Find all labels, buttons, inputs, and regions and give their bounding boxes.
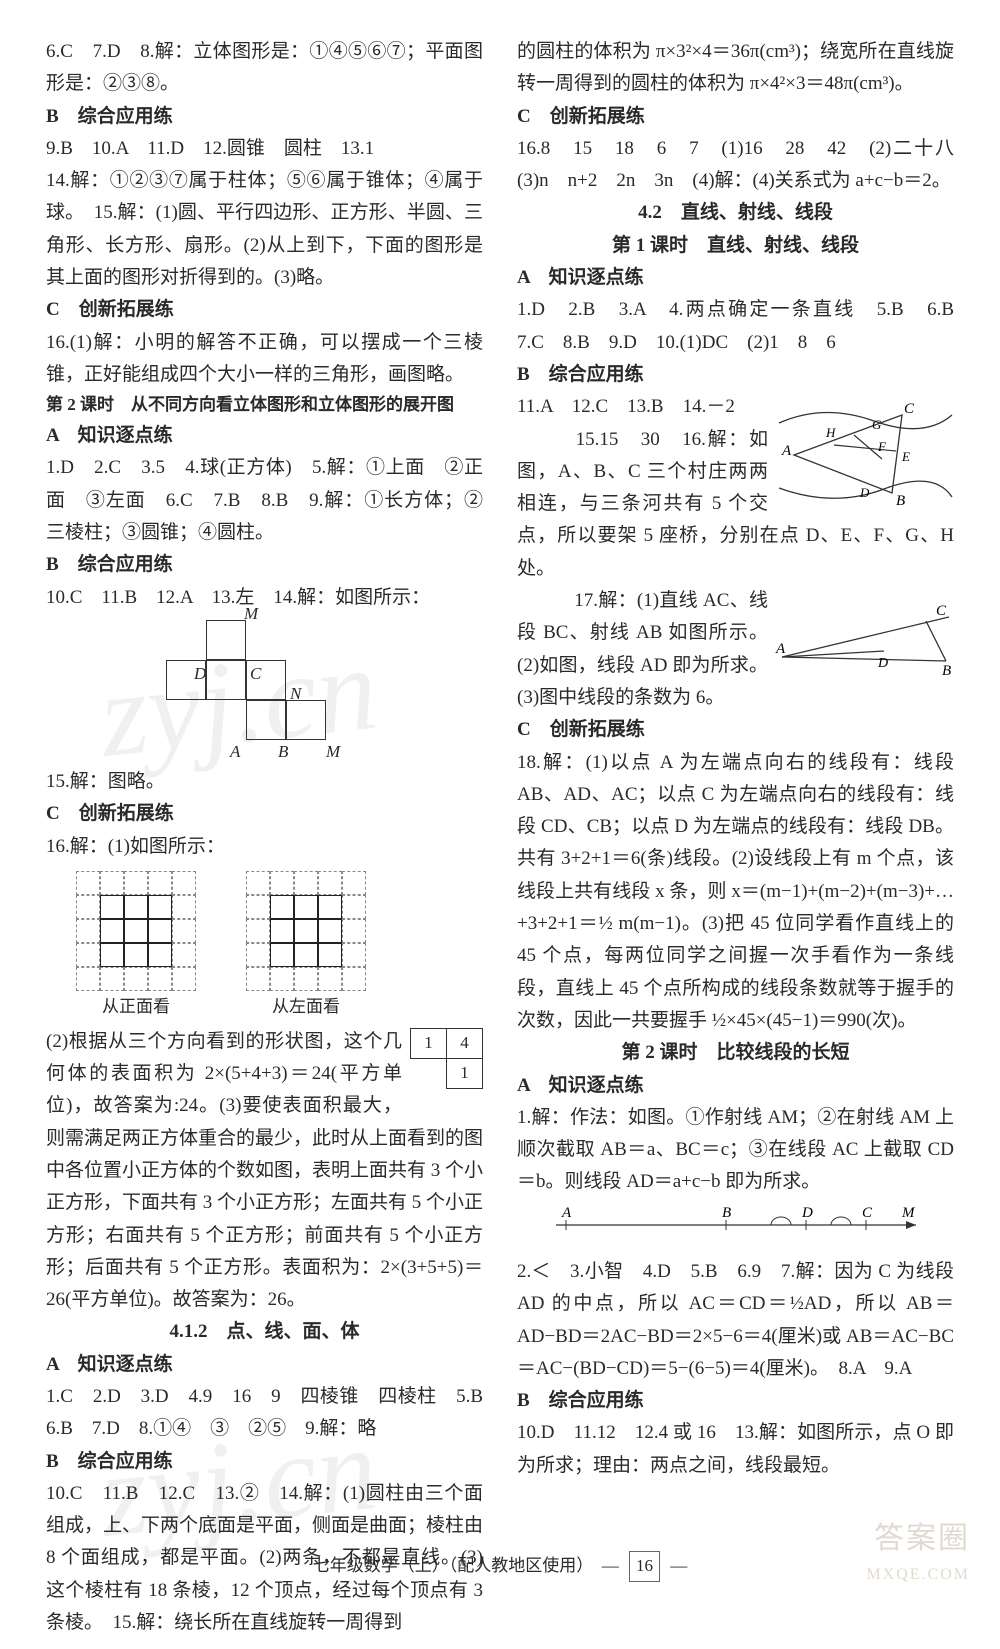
- lesson-title-2: 第 2 课时 比较线段的长短: [517, 1037, 954, 1069]
- text: 6.C 7.D 8.解：立体图形是：①④⑤⑥⑦；平面图形是：②③⑧。: [46, 36, 483, 101]
- text: 14.解：①②③⑦属于柱体；⑤⑥属于锥体；④属于球。 15.解：(1)圆、平行四…: [46, 165, 483, 294]
- left-column: 6.C 7.D 8.解：立体图形是：①④⑤⑥⑦；平面图形是：②③⑧。 B 综合应…: [46, 36, 483, 1639]
- unfold-net-diagram: M D C N A B M: [166, 620, 366, 760]
- caption-left: 从左面看: [246, 993, 366, 1022]
- label-B: B: [278, 738, 288, 767]
- section-title-42: 4.2 直线、射线、线段: [517, 197, 954, 229]
- text: 15.解：图略。: [46, 766, 483, 798]
- caption-front: 从正面看: [76, 993, 196, 1022]
- label-D: D: [194, 660, 206, 689]
- text: 1.D 2.C 3.5 4.球(正方体) 5.解：①上面 ②正面 ③左面 6.C…: [46, 452, 483, 549]
- svg-text:B: B: [942, 663, 951, 677]
- svg-text:F: F: [877, 439, 887, 454]
- svg-text:B: B: [722, 1205, 731, 1221]
- cube-count-table: 14 1: [410, 1028, 483, 1089]
- text: 9.B 10.A 11.D 12.圆锥 圆柱 13.1: [46, 133, 483, 165]
- label-A: A: [230, 738, 240, 767]
- cell-b: 4: [447, 1028, 483, 1058]
- text: 1.C 2.D 3.D 4.9 16 9 四棱锥 四棱柱 5.B 6.B 7.D…: [46, 1381, 483, 1446]
- svg-text:H: H: [825, 425, 836, 440]
- heading-b: B 综合应用练: [46, 1446, 483, 1478]
- text: 16.8 15 18 6 7 (1)16 28 42 (2)二十八 (3)n n…: [517, 133, 954, 198]
- svg-text:E: E: [901, 449, 910, 464]
- cell-a: 1: [411, 1028, 447, 1058]
- lesson-title: 第 1 课时 直线、射线、线段: [517, 230, 954, 262]
- number-line-diagram: A B D C M: [546, 1205, 926, 1250]
- line-segment-diagram: A B C D: [774, 587, 954, 677]
- heading-b: B 综合应用练: [46, 101, 483, 133]
- front-view-grid: 从正面看: [76, 871, 196, 1022]
- svg-text:B: B: [896, 493, 905, 509]
- heading-a: A 知识逐点练: [517, 1070, 954, 1102]
- svg-text:D: D: [859, 485, 870, 500]
- label-M: M: [244, 600, 258, 629]
- footer-label: 七年级数学（上）（配人教地区使用）: [313, 1556, 594, 1575]
- lesson-title: 第 2 课时 从不同方向看立体图形和立体图形的展开图: [46, 391, 483, 420]
- svg-text:D: D: [877, 656, 888, 671]
- heading-a: A 知识逐点练: [517, 262, 954, 294]
- label-C: C: [250, 660, 261, 689]
- text: 18.解：(1)以点 A 为左端点向右的线段有：线段 AB、AD、AC；以点 C…: [517, 747, 954, 1038]
- heading-c: C 创新拓展练: [517, 714, 954, 746]
- svg-text:C: C: [862, 1205, 873, 1221]
- page-body: 6.C 7.D 8.解：立体图形是：①④⑤⑥⑦；平面图形是：②③⑧。 B 综合应…: [0, 0, 1000, 1649]
- text: 16.解：(1)如图所示：: [46, 831, 483, 863]
- right-column: 的圆柱的体积为 π×3²×4＝36π(cm³)；绕宽所在直线旋转一周得到的圆柱的…: [517, 36, 954, 1639]
- page-footer: 七年级数学（上）（配人教地区使用） — 16 —: [0, 1551, 1000, 1582]
- cell-c: 1: [447, 1058, 483, 1088]
- heading-c: C 创新拓展练: [46, 798, 483, 830]
- text: 1.D 2.B 3.A 4.两点确定一条直线 5.B 6.B 7.C 8.B 9…: [517, 294, 954, 359]
- text: 的圆柱的体积为 π×3²×4＝36π(cm³)；绕宽所在直线旋转一周得到的圆柱的…: [517, 36, 954, 101]
- svg-text:G: G: [872, 417, 882, 432]
- text: 2.＜ 3.小智 4.D 5.B 6.9 7.解：因为 C 为线段 AD 的中点…: [517, 1256, 954, 1385]
- heading-a: A 知识逐点练: [46, 420, 483, 452]
- svg-text:C: C: [936, 603, 947, 619]
- label-M2: M: [326, 738, 340, 767]
- heading-c: C 创新拓展练: [517, 101, 954, 133]
- section-title-412: 4.1.2 点、线、面、体: [46, 1316, 483, 1348]
- heading-b: B 综合应用练: [517, 359, 954, 391]
- svg-text:A: A: [561, 1205, 572, 1221]
- svg-text:D: D: [801, 1205, 813, 1221]
- village-bridge-diagram: A C B G H F E D: [774, 393, 954, 513]
- page-number: 16: [629, 1551, 660, 1582]
- left-view-grid: 从左面看: [246, 871, 366, 1022]
- text: 16.(1)解：小明的解答不正确，可以摆成一个三棱锥，正好能组成四个大小一样的三…: [46, 327, 483, 392]
- view-grids: 从正面看 从左面看: [76, 871, 483, 1022]
- heading-b: B 综合应用练: [46, 549, 483, 581]
- label-N: N: [290, 680, 301, 709]
- heading-b: B 综合应用练: [517, 1385, 954, 1417]
- heading-c: C 创新拓展练: [46, 294, 483, 326]
- svg-text:M: M: [901, 1205, 916, 1221]
- text: 10.D 11.12 12.4 或 16 13.解：如图所示，点 O 即为所求；…: [517, 1417, 954, 1482]
- text: 10.C 11.B 12.A 13.左 14.解：如图所示：: [46, 582, 483, 614]
- text: 1.解：作法：如图。①作射线 AM；②在射线 AM 上顺次截取 AB＝a、BC＝…: [517, 1102, 954, 1199]
- svg-text:A: A: [781, 443, 792, 459]
- svg-text:A: A: [775, 641, 786, 657]
- svg-text:C: C: [904, 401, 915, 417]
- heading-a: A 知识逐点练: [46, 1349, 483, 1381]
